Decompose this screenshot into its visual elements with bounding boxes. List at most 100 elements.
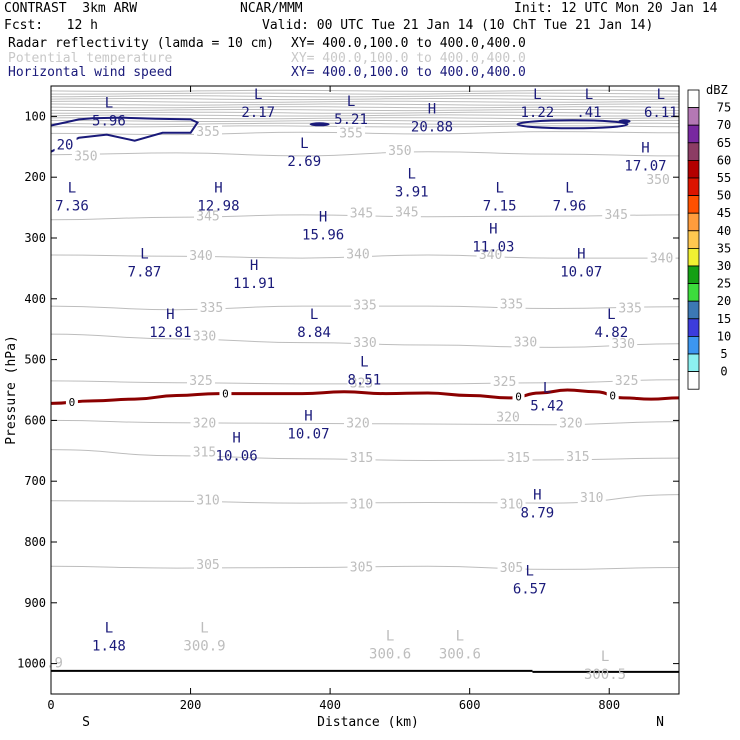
extremum-type: H (533, 487, 541, 503)
theta-label: 330 (193, 329, 216, 344)
theta-label-bg (497, 561, 526, 575)
theta-label-bg (497, 297, 526, 311)
extremum-type: L (105, 621, 113, 637)
upper-theta-line (51, 111, 679, 114)
x-tick-label: 0 (47, 698, 54, 712)
extremum-type: L (408, 166, 416, 182)
theta-label-bg (647, 251, 676, 265)
extremum-value: 300.5 (584, 667, 626, 683)
theta-label-bg (347, 206, 376, 220)
extremum-value: 17.07 (624, 158, 666, 174)
extremum-type: H (250, 258, 258, 274)
extremum-type: H (489, 222, 497, 238)
theta-label: 345 (395, 205, 418, 220)
theta-label: 310 (196, 494, 219, 509)
theta-label-bg (385, 144, 414, 158)
field-wind-name: Horizontal wind speed (8, 65, 173, 80)
theta-label-bg (490, 375, 519, 389)
y-tick-label: 1000 (17, 657, 46, 671)
theta-label: 325 (350, 376, 373, 391)
forecast-hour: Fcst: 12 h (4, 18, 98, 33)
extremum-value: 10.06 (216, 448, 258, 464)
zero-label-bg (606, 389, 619, 401)
theta-label: 335 (200, 301, 223, 316)
wind-contour-blob (309, 122, 330, 127)
extremum-value: 5.42 (530, 398, 564, 414)
zero-label-bg (512, 390, 525, 402)
y-tick-label: 500 (24, 353, 46, 367)
center-name: NCAR/MMM (240, 1, 303, 16)
x-tick-label: 800 (598, 698, 620, 712)
theta-label: 315 (566, 450, 589, 465)
zero-contour-label: 0 (609, 390, 616, 403)
upper-theta-line (51, 106, 679, 109)
colorbar-swatch (687, 212, 700, 232)
extremum-type: L (525, 563, 533, 579)
colorbar-label: 30 (717, 259, 731, 273)
theta-label: 340 (650, 252, 673, 267)
extremum-type: H (577, 247, 585, 263)
colorbar-swatch (687, 300, 700, 320)
extremum-value: 7.87 (128, 265, 162, 281)
wind-contour-20 (50, 116, 199, 153)
colorbar-swatch (687, 318, 700, 337)
y-tick-label: 300 (24, 231, 46, 245)
extremum-type: H (166, 307, 174, 323)
colorbar-label: 45 (717, 206, 731, 220)
zero-contour (50, 388, 680, 405)
upper-theta-line (51, 109, 679, 112)
upper-theta-line (51, 100, 679, 103)
extremum-type: H (304, 408, 312, 424)
theta-label: 350 (74, 150, 97, 165)
field-reflectivity-name: Radar reflectivity (lamda = 10 cm) (8, 36, 275, 51)
colorbar-swatch (687, 177, 700, 197)
extremum-type: H (641, 140, 649, 156)
extremum-value: 8.79 (520, 505, 554, 521)
theta-label: 340 (479, 248, 502, 263)
extremum-type: L (565, 180, 573, 196)
theta-label: 335 (500, 297, 523, 312)
extremum-value: 2.17 (241, 105, 275, 121)
upper-theta-line (51, 95, 679, 98)
colorbar-swatch (687, 247, 700, 267)
colorbar-swatch (687, 353, 700, 373)
theta-label-bg (392, 205, 421, 219)
colorbar-label: 10 (717, 329, 731, 343)
theta-label-bg (194, 558, 222, 572)
extremum-type: L (657, 87, 665, 103)
colorbar-label: 25 (717, 277, 731, 291)
extremum-type: L (140, 247, 148, 263)
theta-label-bg (609, 336, 638, 350)
x-axis-label: Distance (km) (317, 715, 419, 730)
theta-label: 315 (193, 446, 216, 461)
theta-label: 335 (618, 302, 641, 317)
extremum-value: 5.21 (334, 112, 368, 128)
x-tick-label: 200 (180, 698, 202, 712)
theta-label-bg (616, 301, 645, 315)
upper-theta-line (51, 122, 679, 125)
theta-label-bg (644, 173, 673, 187)
upper-theta-line (51, 103, 679, 106)
theta-label: 345 (196, 210, 219, 225)
theta-label: 315 (507, 451, 530, 466)
theta-label-bg (476, 248, 505, 262)
extremum-value: 10.07 (560, 265, 602, 281)
colorbar-swatch (687, 159, 700, 179)
extremum-type: L (607, 307, 615, 323)
extremum-type: H (232, 430, 240, 446)
extremum-value: 7.96 (553, 198, 587, 214)
zero-contour-label: 0 (69, 396, 76, 409)
extremum-value: 8.84 (297, 325, 331, 341)
colorbar-swatch (687, 107, 700, 126)
zero-contour-label: 0 (515, 391, 522, 404)
colorbar-label: 20 (717, 294, 731, 308)
extremum-type: L (543, 380, 551, 396)
extremum-value: 10.07 (287, 426, 329, 442)
upper-theta-line (51, 92, 679, 95)
colorbar-swatch (687, 335, 700, 355)
theta-label: 335 (353, 298, 376, 313)
theta-label: 305 (500, 561, 523, 576)
y-tick-label: 100 (24, 109, 46, 123)
zero-contour-label: 0 (222, 388, 229, 401)
zero-label-bg (219, 387, 232, 399)
